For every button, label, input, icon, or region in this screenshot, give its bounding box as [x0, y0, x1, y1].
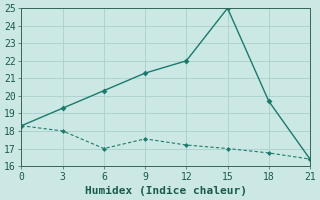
X-axis label: Humidex (Indice chaleur): Humidex (Indice chaleur) — [85, 186, 247, 196]
